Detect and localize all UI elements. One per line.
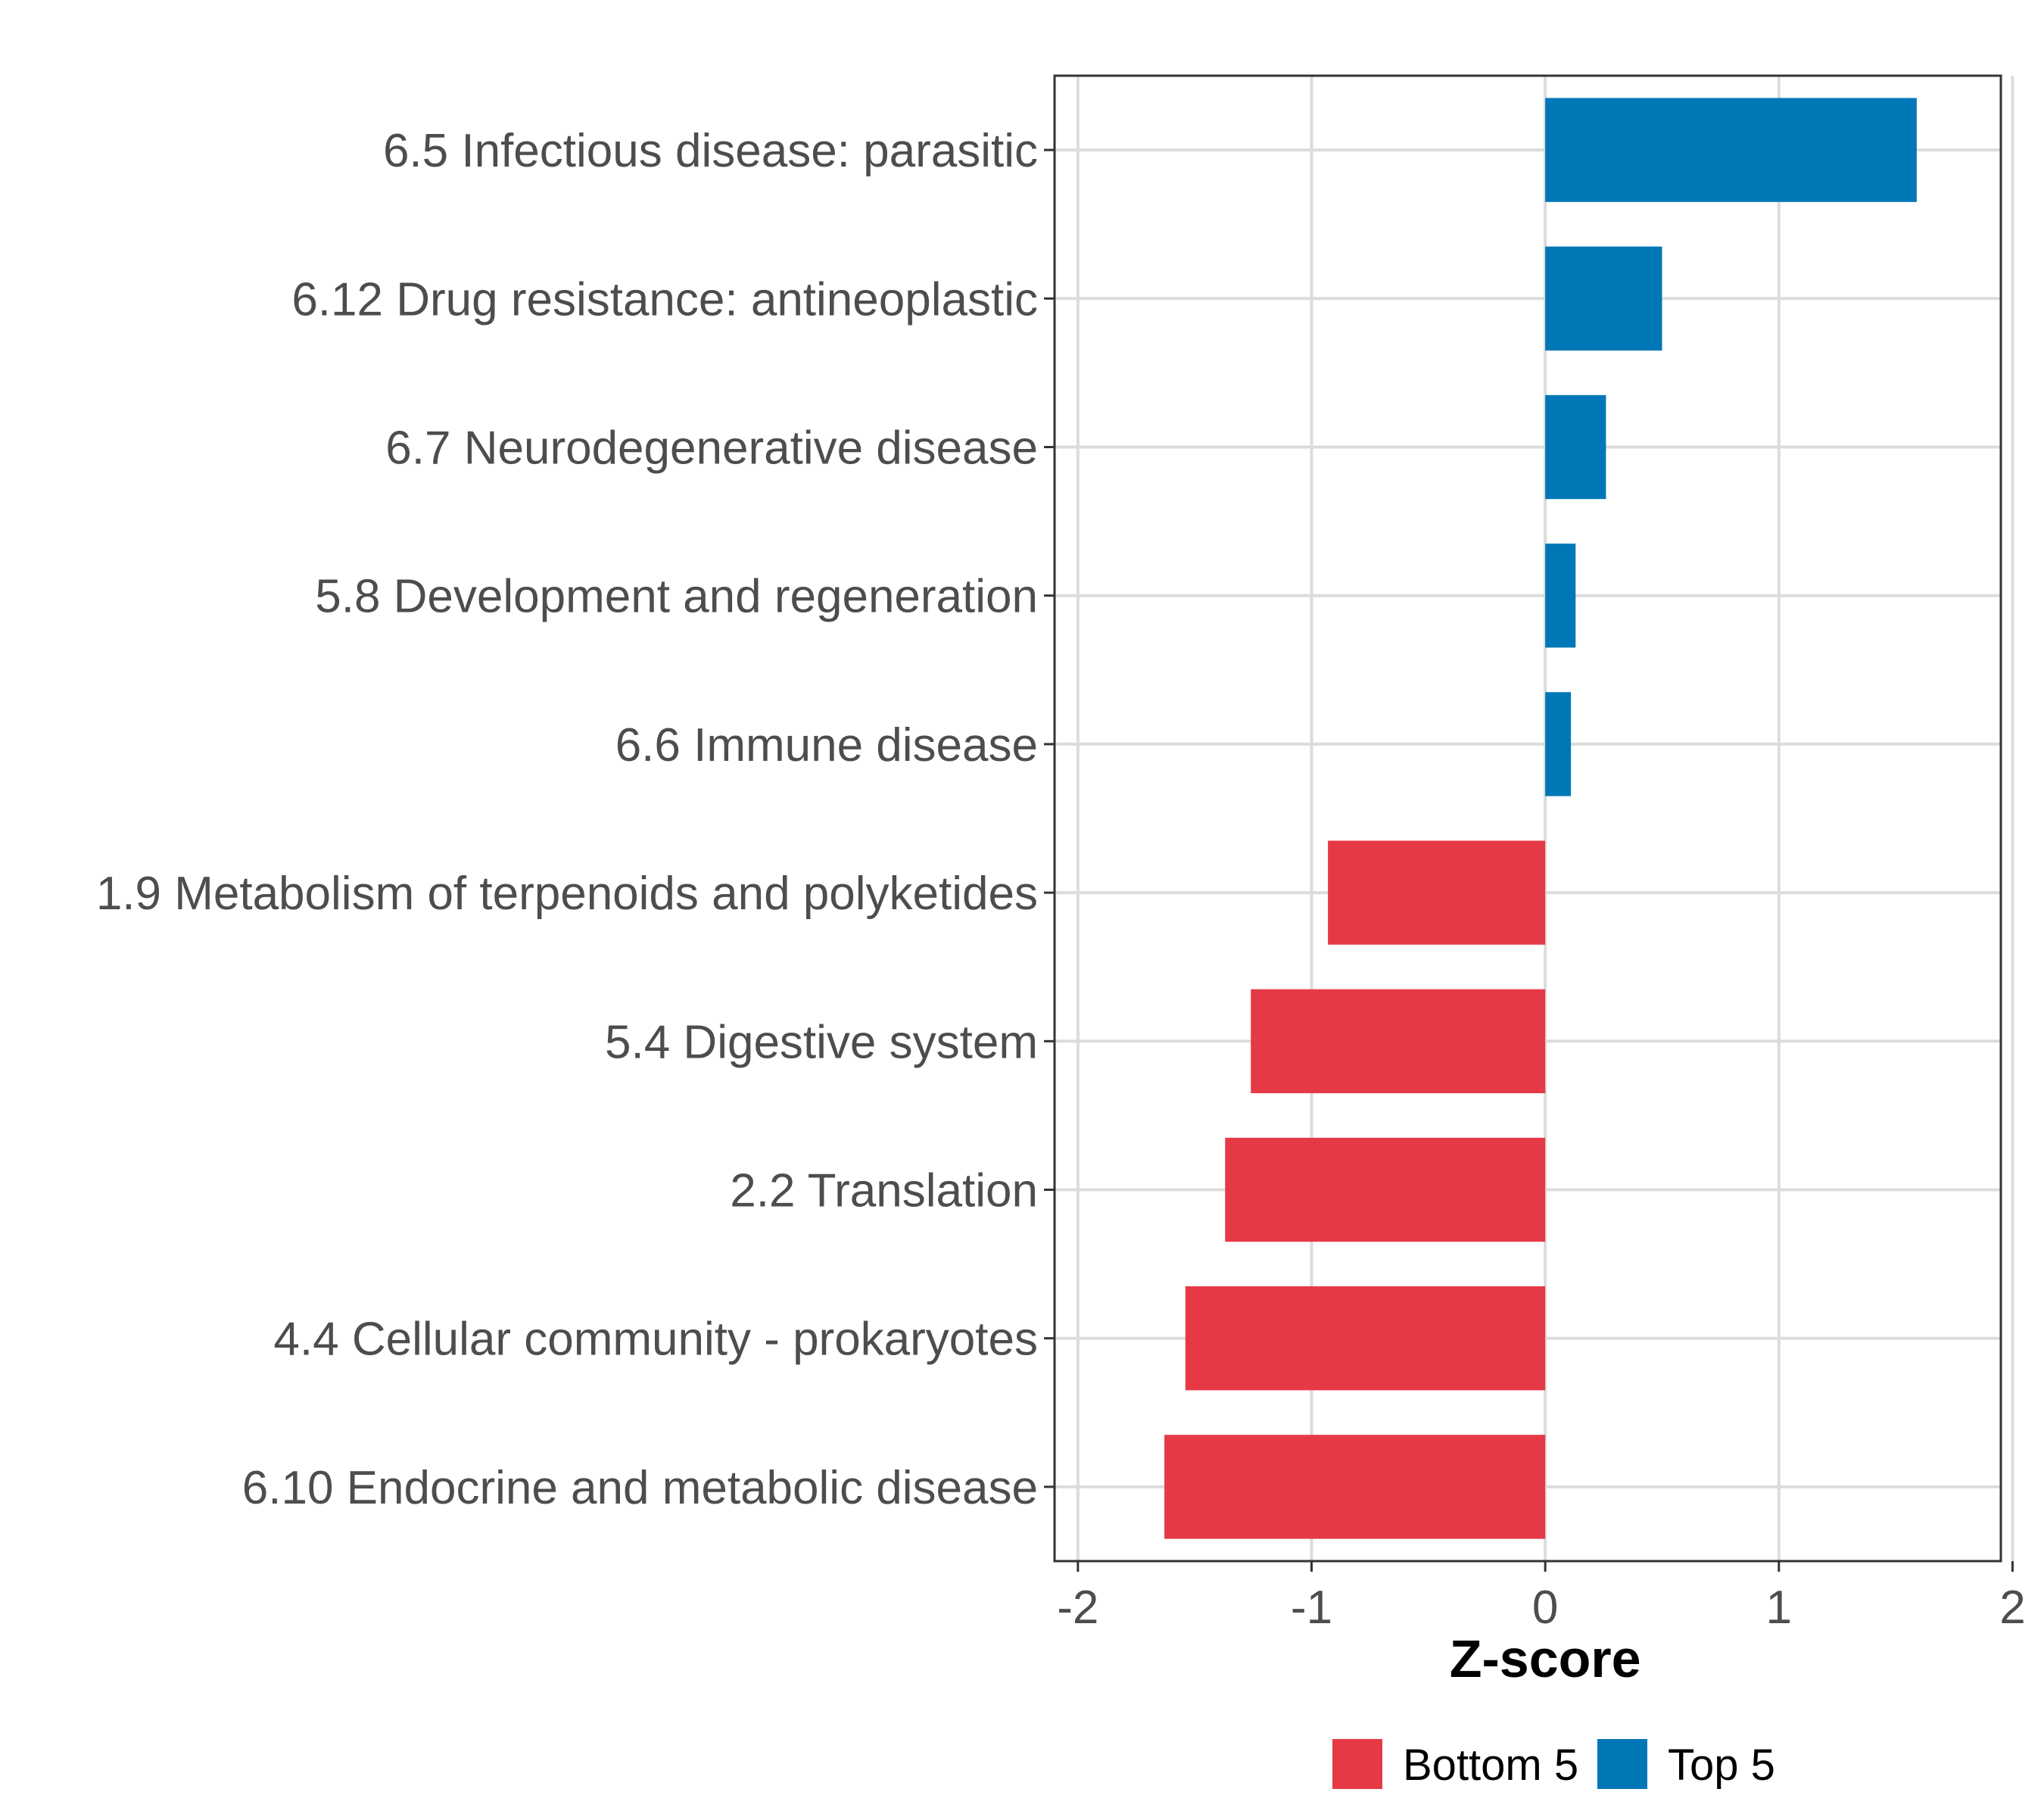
- bars: [1164, 98, 1917, 1539]
- x-tick-label: -1: [1291, 1582, 1332, 1634]
- legend-label: Top 5: [1668, 1741, 1775, 1790]
- y-tick-label: 6.6 Immune disease: [615, 719, 1038, 771]
- bar: [1545, 246, 1662, 351]
- legend: Bottom 5 Top 5: [1332, 1739, 1775, 1790]
- bar: [1251, 989, 1546, 1093]
- y-tick-label: 1.9 Metabolism of terpenoids and polyket…: [96, 868, 1038, 920]
- x-tick-label: 0: [1532, 1582, 1558, 1634]
- x-tick-label: 1: [1766, 1582, 1792, 1634]
- y-tick-label: 6.10 Endocrine and metabolic disease: [242, 1462, 1038, 1514]
- bar: [1328, 840, 1546, 945]
- bar: [1545, 98, 1917, 202]
- plot-panel-border: [1053, 74, 2002, 1563]
- bar: [1164, 1435, 1546, 1539]
- x-tick-label: -2: [1057, 1582, 1098, 1634]
- bar: [1545, 394, 1606, 500]
- legend-label: Bottom 5: [1403, 1741, 1578, 1790]
- y-tick-label: 6.5 Infectious disease: parasitic: [383, 125, 1038, 177]
- x-axis: -2 -1 0 1 2: [1057, 1561, 2026, 1634]
- y-axis: 6.5 Infectious disease: parasitic 6.12 Dr…: [96, 125, 1055, 1514]
- bar: [1225, 1137, 1546, 1242]
- y-tick-label: 6.12 Drug resistance: antineoplastic: [291, 273, 1038, 326]
- y-tick-label: 6.7 Neurodegenerative disease: [385, 422, 1038, 475]
- bar: [1185, 1286, 1546, 1391]
- y-tick-label: 4.4 Cellular community - prokaryotes: [273, 1314, 1038, 1366]
- y-tick-label: 5.4 Digestive system: [605, 1016, 1038, 1068]
- legend-swatch: [1332, 1739, 1382, 1789]
- bar: [1545, 692, 1572, 796]
- x-axis-title: Z-score: [1450, 1629, 1641, 1688]
- x-tick-label: 2: [1999, 1582, 2025, 1634]
- bar: [1545, 544, 1576, 648]
- legend-swatch: [1597, 1739, 1647, 1789]
- y-tick-label: 5.8 Development and regeneration: [315, 571, 1038, 623]
- y-tick-label: 2.2 Translation: [730, 1165, 1038, 1217]
